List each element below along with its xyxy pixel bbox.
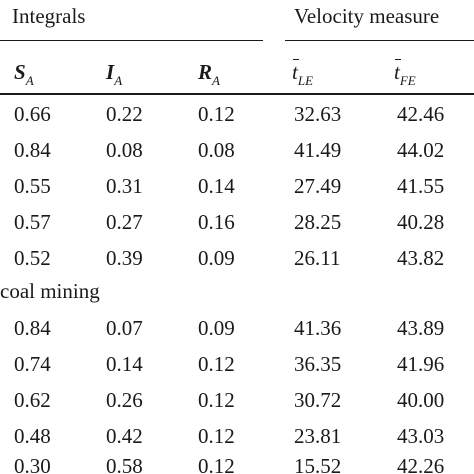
cell-s-a: 0.30: [14, 454, 51, 474]
cell-r-a: 0.14: [198, 174, 235, 198]
cell-r-a: 0.12: [198, 424, 235, 448]
cell-s-a: 0.52: [14, 246, 51, 270]
cell-r-a: 0.16: [198, 210, 235, 234]
cell-s-a: 0.84: [14, 316, 51, 340]
cell-i-a: 0.27: [106, 210, 143, 234]
cell-s-a: 0.66: [14, 102, 51, 126]
column-header-r-a: RA: [198, 60, 220, 88]
cell-t-le: 41.49: [294, 138, 342, 162]
cell-t-fe: 40.00: [397, 388, 445, 412]
header-rule: [0, 93, 474, 95]
cell-r-a: 0.09: [198, 246, 235, 270]
cell-r-a: 0.12: [198, 388, 235, 412]
cell-i-a: 0.39: [106, 246, 143, 270]
cell-t-fe: 43.89: [397, 316, 445, 340]
column-header-t-le: tLE: [292, 59, 314, 88]
cell-i-a: 0.14: [106, 352, 143, 376]
cell-s-a: 0.55: [14, 174, 51, 198]
group-header-velocity-measure: Velocity measure: [294, 4, 440, 28]
cell-t-le: 27.49: [294, 174, 342, 198]
cell-i-a: 0.31: [106, 174, 143, 198]
cell-r-a: 0.12: [198, 454, 235, 474]
column-header-t-fe: tFE: [394, 59, 416, 88]
cell-t-le: 36.35: [294, 352, 342, 376]
cell-s-a: 0.57: [14, 210, 51, 234]
group-rule-velocity: [285, 40, 474, 41]
cell-t-le: 23.81: [294, 424, 342, 448]
cell-t-le: 30.72: [294, 388, 342, 412]
cell-t-fe: 43.03: [397, 424, 445, 448]
cell-t-le: 15.52: [294, 454, 342, 474]
cell-i-a: 0.22: [106, 102, 143, 126]
cell-t-fe: 40.28: [397, 210, 445, 234]
cell-r-a: 0.08: [198, 138, 235, 162]
cell-t-fe: 42.46: [397, 102, 445, 126]
cell-t-fe: 43.82: [397, 246, 445, 270]
cell-t-fe: 41.55: [397, 174, 445, 198]
cell-r-a: 0.12: [198, 102, 235, 126]
cell-r-a: 0.12: [198, 352, 235, 376]
cell-i-a: 0.42: [106, 424, 143, 448]
cell-r-a: 0.09: [198, 316, 235, 340]
cell-s-a: 0.74: [14, 352, 51, 376]
column-header-s-a: SA: [14, 60, 34, 88]
cell-s-a: 0.84: [14, 138, 51, 162]
cell-s-a: 0.48: [14, 424, 51, 448]
cell-t-le: 32.63: [294, 102, 342, 126]
cell-i-a: 0.26: [106, 388, 143, 412]
cell-t-le: 28.25: [294, 210, 342, 234]
cell-t-fe: 41.96: [397, 352, 445, 376]
cell-t-fe: 44.02: [397, 138, 445, 162]
cell-t-le: 26.11: [294, 246, 341, 270]
cell-t-fe: 42.26: [397, 454, 445, 474]
cell-i-a: 0.07: [106, 316, 143, 340]
group-header-integrals: Integrals: [12, 4, 86, 28]
cell-i-a: 0.08: [106, 138, 143, 162]
column-header-i-a: IA: [106, 60, 123, 88]
group-rule-integrals: [0, 40, 263, 41]
cell-t-le: 41.36: [294, 316, 342, 340]
section-label-coal-mining: coal mining: [0, 279, 100, 303]
cell-i-a: 0.58: [106, 454, 143, 474]
cell-s-a: 0.62: [14, 388, 51, 412]
